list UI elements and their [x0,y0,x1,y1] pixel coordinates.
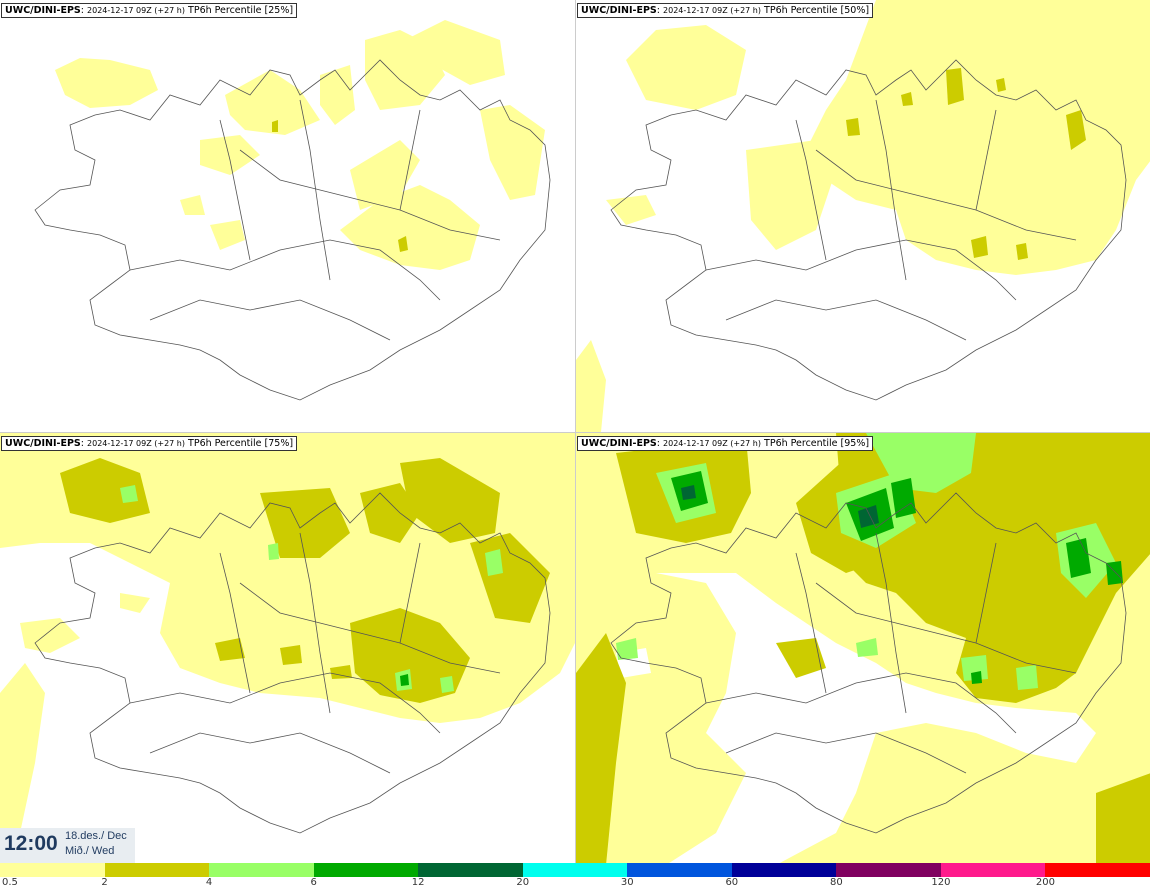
variable-name: TP6h Percentile [50%] [764,5,870,16]
precip-map [576,433,1150,865]
map-panel-p25: UWC/DINI-EPS: 2024-12-17 09Z (+27 h) TP6… [0,0,575,432]
model-name: UWC/DINI-EPS [5,5,81,16]
colorbar-tick-label: 2 [101,877,108,888]
colorbar-ticks: 0.5 2 4 6 12 20 30 60 80 120 200 [0,877,1150,891]
colorbar-tick-label: 60 [725,877,739,888]
colorbar-segment [104,863,210,877]
colorbar-segment [627,863,732,877]
colorbar-segment [836,863,941,877]
model-name: UWC/DINI-EPS [581,5,657,16]
variable-name: TP6h Percentile [25%] [188,5,294,16]
model-name: UWC/DINI-EPS [581,438,657,449]
colorbar-segment [418,863,523,877]
colorbar-segment [0,863,105,877]
colorbar-tick-label: 200 [1035,877,1055,888]
valid-time-box: 12:00 18.des./ Dec Mið./ Wed [0,828,135,863]
panel-header: UWC/DINI-EPS: 2024-12-17 09Z (+27 h) TP6… [577,3,874,18]
init-time: 2024-12-17 09Z (+27 h) [663,6,761,15]
colorbar-tick-label: 12 [411,877,425,888]
valid-date-line1: 18.des./ Dec [65,830,127,842]
init-time: 2024-12-17 09Z (+27 h) [663,439,761,448]
colorbar-tick-label: 6 [310,877,317,888]
panel-header: UWC/DINI-EPS: 2024-12-17 09Z (+27 h) TP6… [577,436,874,451]
valid-date-line2: Mið./ Wed [65,845,115,857]
variable-name: TP6h Percentile [95%] [764,438,870,449]
colorbar-tick-label: 120 [931,877,951,888]
map-panel-p50: UWC/DINI-EPS: 2024-12-17 09Z (+27 h) TP6… [575,0,1150,432]
panel-header: UWC/DINI-EPS: 2024-12-17 09Z (+27 h) TP6… [1,3,298,18]
init-time: 2024-12-17 09Z (+27 h) [87,439,185,448]
variable-name: TP6h Percentile [75%] [188,438,294,449]
map-panel-p95: UWC/DINI-EPS: 2024-12-17 09Z (+27 h) TP6… [575,432,1150,865]
colorbar-tick-label: 30 [620,877,634,888]
colorbar-tick-label: 0.5 [2,877,18,888]
panel-header: UWC/DINI-EPS: 2024-12-17 09Z (+27 h) TP6… [1,436,298,451]
model-name: UWC/DINI-EPS [5,438,81,449]
precip-map [0,433,575,834]
colorbar-segment [731,863,837,877]
map-panel-p75: UWC/DINI-EPS: 2024-12-17 09Z (+27 h) TP6… [0,432,575,865]
colorbar-tick-label: 20 [516,877,530,888]
colorbar-segment [522,863,628,877]
precip-map [576,0,1150,432]
colorbar-tick-label: 4 [205,877,213,888]
init-time: 2024-12-17 09Z (+27 h) [87,6,185,15]
colorbar-tick-label: 80 [829,877,843,888]
colorbar-segment [313,863,419,877]
colorbar [0,863,1150,877]
colorbar-segment [209,863,314,877]
valid-time: 12:00 [4,832,58,855]
colorbar-segment [1045,863,1150,877]
colorbar-segment [940,863,1046,877]
precip-map [34,20,551,401]
